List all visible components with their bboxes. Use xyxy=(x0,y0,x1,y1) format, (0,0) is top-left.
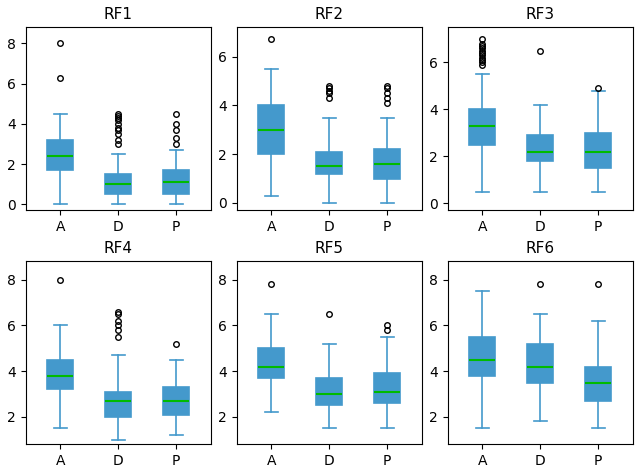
Title: RF2: RF2 xyxy=(315,7,344,22)
Title: RF4: RF4 xyxy=(104,241,132,256)
PathPatch shape xyxy=(316,378,342,406)
Title: RF5: RF5 xyxy=(315,241,344,256)
PathPatch shape xyxy=(374,149,400,179)
PathPatch shape xyxy=(585,367,611,401)
PathPatch shape xyxy=(47,140,74,170)
PathPatch shape xyxy=(163,387,189,415)
PathPatch shape xyxy=(469,109,495,144)
Title: RF1: RF1 xyxy=(104,7,132,22)
PathPatch shape xyxy=(163,170,189,194)
PathPatch shape xyxy=(259,348,284,378)
PathPatch shape xyxy=(316,152,342,174)
PathPatch shape xyxy=(259,105,284,154)
PathPatch shape xyxy=(374,373,400,403)
PathPatch shape xyxy=(469,337,495,376)
PathPatch shape xyxy=(527,135,554,161)
PathPatch shape xyxy=(47,360,74,389)
PathPatch shape xyxy=(105,392,131,417)
PathPatch shape xyxy=(105,174,131,194)
Title: RF6: RF6 xyxy=(525,241,555,256)
PathPatch shape xyxy=(585,133,611,168)
PathPatch shape xyxy=(527,344,554,382)
Title: RF3: RF3 xyxy=(525,7,555,22)
